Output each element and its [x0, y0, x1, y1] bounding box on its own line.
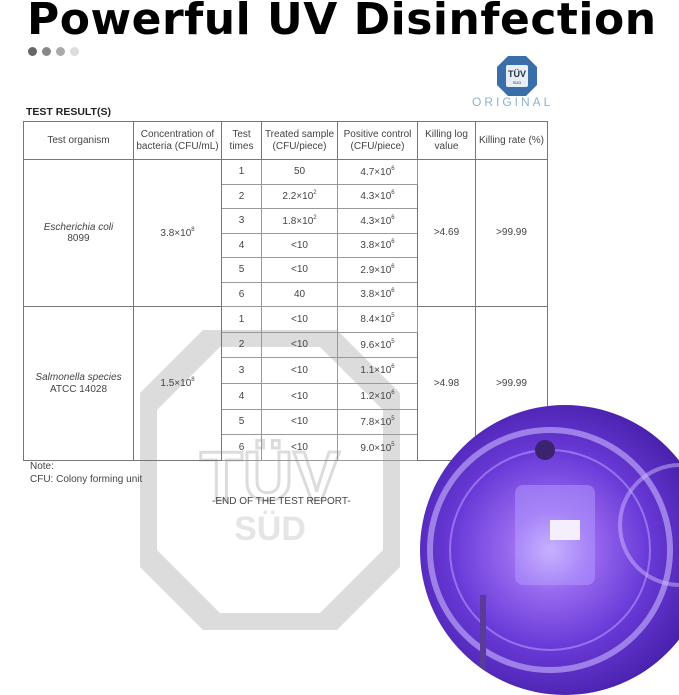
carousel-dot[interactable] — [28, 47, 37, 56]
test-time-cell: 3 — [221, 357, 262, 385]
test-time-cell: 2 — [221, 183, 262, 209]
organism-cell: Salmonella species ATCC 14028 — [23, 305, 134, 462]
concentration-cell: 1.5×108 — [133, 305, 222, 462]
test-time-cell: 1 — [221, 306, 262, 333]
test-results-table: Test organism Concentration of bacteria (… — [23, 121, 548, 462]
column-header: Killing log value — [417, 121, 476, 160]
svg-text:SÜD: SÜD — [234, 510, 306, 548]
column-header: Positive control (CFU/piece) — [337, 121, 418, 160]
test-time-cell: 4 — [221, 383, 262, 410]
killing-rate-cell: >99.99 — [475, 159, 548, 307]
table-row: 3 <10 1.1×106 — [24, 357, 548, 385]
concentration-cell: 3.8×108 — [133, 159, 222, 307]
killing-log-cell: >4.98 — [417, 305, 476, 462]
positive-control-cell: 8.4×105 — [337, 306, 418, 333]
positive-control-cell: 4.3×106 — [337, 208, 418, 234]
table-row: 2 <10 9.6×105 — [24, 331, 548, 359]
treated-sample-cell: 2.2×102 — [261, 183, 338, 209]
column-header: Killing rate (%) — [475, 121, 548, 160]
end-of-report: -END OF THE TEST REPORT- — [212, 496, 351, 507]
positive-control-cell: 9.6×105 — [337, 331, 418, 359]
treated-sample-cell: <10 — [261, 257, 338, 283]
organism-cell: Escherichia coli 8099 — [23, 159, 134, 307]
positive-control-cell: 1.2×106 — [337, 383, 418, 410]
svg-text:SÜD: SÜD — [513, 80, 522, 85]
test-time-cell: 4 — [221, 232, 262, 258]
header-row: Test organism Concentration of bacteria (… — [23, 121, 548, 160]
treated-sample-cell: 1.8×102 — [261, 208, 338, 234]
svg-text:TÜV: TÜV — [508, 69, 526, 79]
carousel-dot[interactable] — [42, 47, 51, 56]
positive-control-cell: 2.9×106 — [337, 257, 418, 283]
test-time-cell: 6 — [221, 434, 262, 462]
treated-sample-cell: <10 — [261, 408, 338, 436]
positive-control-cell: 4.3×106 — [337, 183, 418, 209]
treated-sample-cell: <10 — [261, 331, 338, 359]
original-caption: ORIGINAL — [472, 95, 554, 109]
positive-control-cell: 1.1×106 — [337, 357, 418, 385]
table-row: Salmonella species ATCC 14028 1.5×108 1 <10 8… — [23, 305, 548, 462]
test-time-cell: 3 — [221, 208, 262, 234]
table-row: 4 <10 1.2×106 — [24, 383, 548, 410]
treated-sample-cell: <10 — [261, 357, 338, 385]
test-time-cell: 6 — [221, 281, 262, 307]
treated-sample-cell: <10 — [261, 383, 338, 410]
column-header: Concentration of bacteria (CFU/mL) — [133, 121, 222, 160]
treated-sample-cell: <10 — [261, 434, 338, 462]
table-row: 6 40 3.8×106 — [24, 281, 548, 307]
table-row: 4 <10 3.8×106 — [24, 232, 548, 258]
killing-log-cell: >4.69 — [417, 159, 476, 307]
treated-sample-cell: 50 — [261, 159, 338, 185]
positive-control-cell: 9.0×105 — [337, 434, 418, 462]
positive-control-cell: 3.8×106 — [337, 232, 418, 258]
carousel-dots — [28, 47, 79, 56]
section-title: TEST RESULT(S) — [26, 106, 111, 118]
test-time-cell: 2 — [221, 331, 262, 359]
column-header: Test times — [221, 121, 262, 160]
positive-control-cell: 7.8×105 — [337, 408, 418, 436]
note: Note: CFU: Colony forming unit — [30, 461, 143, 485]
table-row: 5 <10 7.8×105 — [24, 408, 548, 436]
column-header: Treated sample (CFU/piece) — [261, 121, 338, 160]
positive-control-cell: 4.7×106 — [337, 159, 418, 185]
carousel-dot[interactable] — [70, 47, 79, 56]
treated-sample-cell: <10 — [261, 306, 338, 333]
column-header: Test organism — [23, 121, 134, 160]
carousel-dot[interactable] — [56, 47, 65, 56]
table-row: 6 <10 9.0×105 — [24, 434, 548, 462]
test-time-cell: 5 — [221, 257, 262, 283]
test-time-cell: 5 — [221, 408, 262, 436]
treated-sample-cell: 40 — [261, 281, 338, 307]
table-row: Escherichia coli 8099 3.8×108 1 50 4.7×106 >4.… — [23, 159, 548, 307]
tuv-logo: TÜV SÜD — [497, 56, 537, 96]
test-time-cell: 1 — [221, 159, 262, 185]
page-title: Powerful UV Disinfection — [27, 0, 657, 45]
treated-sample-cell: <10 — [261, 232, 338, 258]
positive-control-cell: 3.8×106 — [337, 281, 418, 307]
